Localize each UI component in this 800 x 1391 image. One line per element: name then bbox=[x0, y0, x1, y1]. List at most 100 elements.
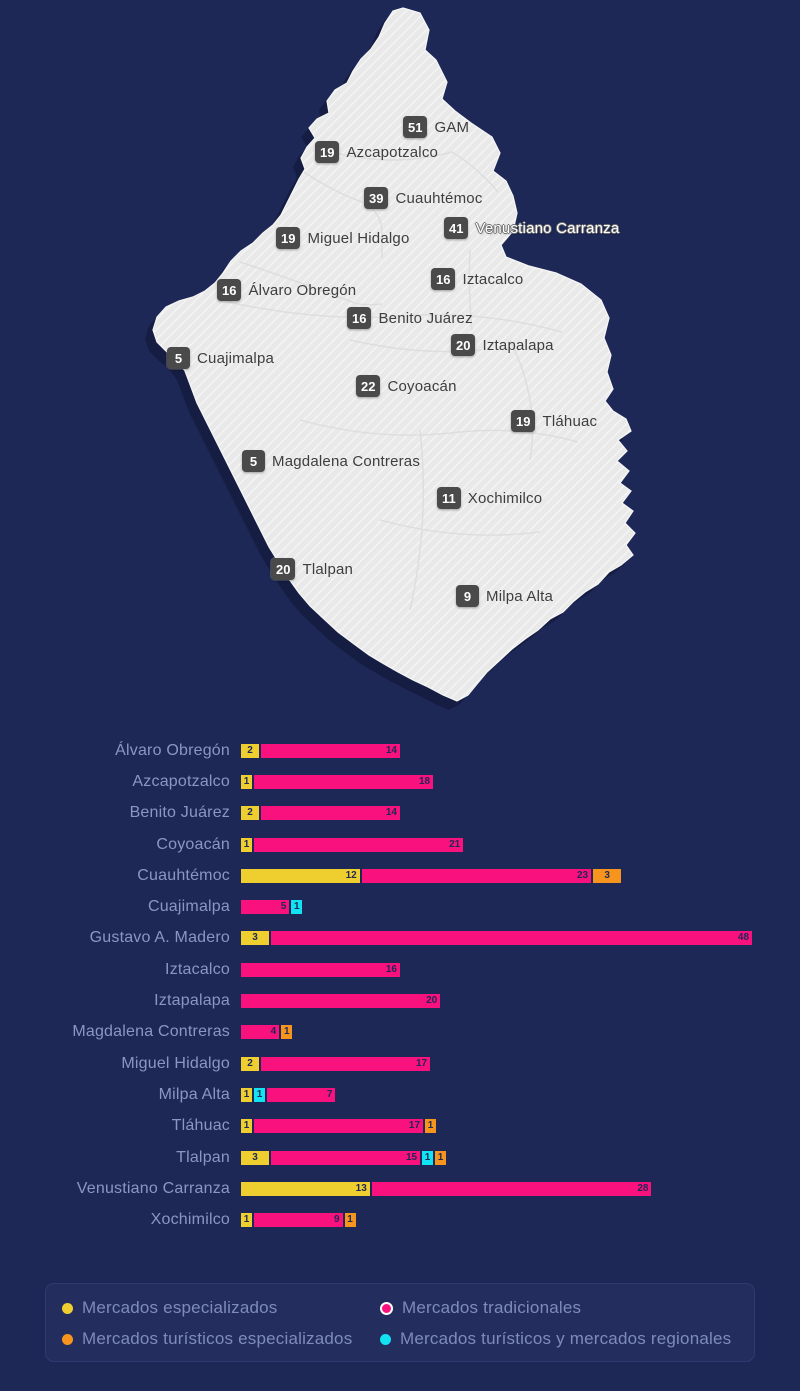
bar-segment-trad: 7 bbox=[266, 1086, 337, 1103]
bar-segment-trad: 15 bbox=[270, 1149, 422, 1166]
row-label: Tlalpan bbox=[176, 1148, 230, 1166]
borough-name: Tláhuac bbox=[542, 412, 598, 430]
row-bars: 1 21 bbox=[240, 836, 465, 853]
bar-segment-trad: 9 bbox=[253, 1212, 344, 1229]
count-badge: 19 bbox=[276, 227, 301, 249]
segment-value: 1 bbox=[243, 1214, 250, 1226]
row-label: Cuajimalpa bbox=[147, 898, 230, 916]
count-badge: 16 bbox=[431, 268, 456, 290]
row-label: Xochimilco bbox=[150, 1211, 230, 1229]
legend-label: Mercados especializados bbox=[82, 1298, 278, 1317]
chart-row-benito-juarez: Benito Juárez 2 14 bbox=[0, 798, 800, 829]
row-bars: 1 17 1 bbox=[240, 1118, 438, 1135]
chart-row-tlahuac: Tláhuac 1 17 1 bbox=[0, 1111, 800, 1142]
borough-name: Cuajimalpa bbox=[197, 349, 275, 367]
row-label: Venustiano Carranza bbox=[76, 1179, 230, 1197]
bar-segment-esp: 2 bbox=[240, 742, 261, 759]
chart-row-alvaro-obregon: Álvaro Obregón 2 14 bbox=[0, 735, 800, 766]
borough-name: Tlalpan bbox=[302, 560, 354, 578]
legend-item-esp[interactable]: Mercados especializados bbox=[62, 1298, 278, 1317]
bar-segment-tur_reg: 1 bbox=[253, 1086, 266, 1103]
bar-segment-esp: 1 bbox=[240, 1118, 253, 1135]
row-label: Cuauhtémoc bbox=[137, 866, 230, 884]
bar-segment-trad: 17 bbox=[260, 1055, 432, 1072]
chart-row-iztapalapa: Iztapalapa 20 bbox=[0, 985, 800, 1016]
map-label-gam: 51 GAM bbox=[403, 116, 469, 138]
segment-value: 1 bbox=[283, 1026, 290, 1038]
bar-segment-tur_esp: 1 bbox=[343, 1212, 357, 1229]
row-label: Tláhuac bbox=[171, 1117, 230, 1135]
count-badge: 11 bbox=[437, 487, 461, 509]
bar-segment-trad: 23 bbox=[360, 867, 593, 884]
chart-row-venustiano-carranza: Venustiano Carranza 13 28 bbox=[0, 1173, 800, 1204]
borough-name: Milpa Alta bbox=[486, 587, 554, 605]
row-bars: 16 bbox=[240, 961, 401, 978]
segment-value: 14 bbox=[385, 744, 397, 756]
count-badge: 20 bbox=[271, 558, 296, 580]
count-badge: 41 bbox=[444, 217, 469, 239]
count-badge: 16 bbox=[217, 279, 242, 301]
bar-segment-trad: 20 bbox=[240, 993, 442, 1010]
cdmx-map-svg bbox=[145, 7, 636, 710]
row-label: Coyoacán bbox=[156, 835, 230, 853]
map-label-coyoacan: 22 Coyoacán bbox=[356, 375, 457, 397]
bar-segment-esp: 1 bbox=[240, 1212, 253, 1229]
row-bars: 2 17 bbox=[240, 1055, 432, 1072]
bar-segment-trad: 18 bbox=[253, 773, 435, 790]
map-label-tlahuac: 19 Tláhuac bbox=[511, 410, 597, 432]
segment-value: 14 bbox=[385, 807, 397, 819]
count-badge: 51 bbox=[403, 116, 428, 138]
segment-value: 3 bbox=[252, 932, 258, 944]
bar-segment-tur_reg: 1 bbox=[421, 1149, 435, 1166]
segment-value: 1 bbox=[424, 1151, 431, 1163]
row-label: Milpa Alta bbox=[158, 1085, 230, 1103]
bar-segment-tur_esp: 1 bbox=[424, 1118, 438, 1135]
row-bars: 3 15 1 1 bbox=[240, 1149, 448, 1166]
borough-name: Iztacalco bbox=[462, 270, 524, 288]
segment-value: 17 bbox=[416, 1057, 428, 1069]
count-badge: 19 bbox=[511, 410, 536, 432]
row-label: Iztapalapa bbox=[154, 992, 230, 1010]
bar-segment-trad: 21 bbox=[253, 836, 465, 853]
map-label-tlalpan: 20 Tlalpan bbox=[271, 558, 353, 580]
legend-item-tur_reg[interactable]: Mercados turísticos y mercados regionale… bbox=[380, 1329, 732, 1348]
row-bars: 13 28 bbox=[240, 1180, 653, 1197]
row-bars: 12 23 3 bbox=[240, 867, 623, 884]
row-bars: 2 14 bbox=[240, 742, 401, 759]
segment-value: 2 bbox=[247, 807, 253, 819]
borough-name: Iztapalapa bbox=[482, 336, 554, 354]
borough-name: GAM bbox=[434, 118, 470, 136]
count-badge: 22 bbox=[356, 375, 381, 397]
bar-segment-trad: 5 bbox=[240, 899, 291, 916]
legend-item-tur_esp[interactable]: Mercados turísticos especializados bbox=[62, 1329, 353, 1348]
count-badge: 5 bbox=[242, 450, 265, 472]
map-label-iztacalco: 16 Iztacalco bbox=[431, 268, 523, 290]
borough-name: Venustiano Carranza bbox=[475, 219, 620, 237]
legend-item-trad[interactable]: Mercados tradicionales bbox=[380, 1298, 581, 1317]
row-label: Miguel Hidalgo bbox=[121, 1054, 230, 1072]
segment-value: 17 bbox=[408, 1120, 421, 1132]
map-label-venustiano-carranza: 41 Venustiano Carranza bbox=[444, 217, 619, 239]
segment-value: 5 bbox=[280, 901, 287, 913]
chart-row-coyoacan: Coyoacán 1 21 bbox=[0, 829, 800, 860]
chart-row-iztacalco: Iztacalco 16 bbox=[0, 954, 800, 985]
row-label: Magdalena Contreras bbox=[72, 1023, 230, 1041]
borough-name: Cuauhtémoc bbox=[395, 189, 483, 207]
row-label: Azcapotzalco bbox=[132, 772, 230, 790]
bar-segment-esp: 2 bbox=[240, 1055, 261, 1072]
map-label-iztapalapa: 20 Iztapalapa bbox=[451, 334, 554, 356]
legend-label: Mercados turísticos especializados bbox=[82, 1329, 353, 1348]
segment-value: 13 bbox=[355, 1182, 367, 1194]
count-badge: 20 bbox=[451, 334, 476, 356]
segment-value: 9 bbox=[333, 1214, 340, 1226]
row-bars: 1 18 bbox=[240, 773, 435, 790]
bar-segment-trad: 14 bbox=[260, 805, 401, 822]
legend-label: Mercados turísticos y mercados regionale… bbox=[400, 1329, 732, 1348]
bar-segment-esp: 3 bbox=[240, 930, 271, 947]
chart-legend: Mercados especializados Mercados tradicio… bbox=[45, 1283, 755, 1362]
segment-value: 1 bbox=[243, 1088, 250, 1100]
segment-value: 18 bbox=[418, 775, 431, 787]
count-badge: 19 bbox=[315, 141, 340, 163]
